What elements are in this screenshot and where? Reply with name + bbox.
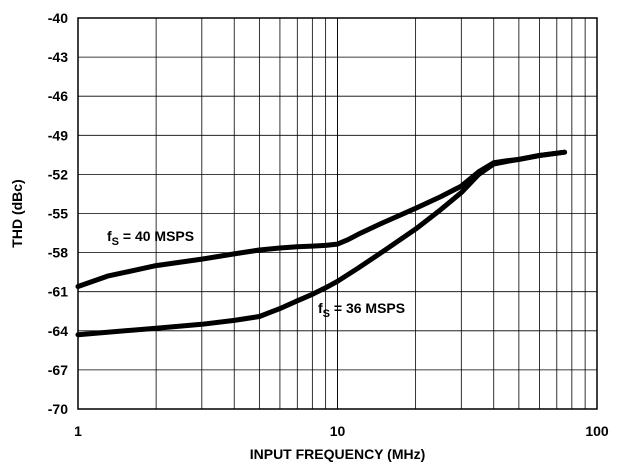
series-label-36-text: = 36 MSPS xyxy=(330,300,405,316)
y-tick-label: -67 xyxy=(48,362,68,378)
series-label-40-msps: fS = 40 MSPS xyxy=(107,228,194,248)
y-tick-label: -49 xyxy=(48,127,68,143)
series-label-36-f: f xyxy=(318,300,323,316)
series-line-40-msps xyxy=(75,149,568,289)
series-label-40-subscript: S xyxy=(112,236,119,248)
series-label-36-msps: fS = 36 MSPS xyxy=(318,300,405,320)
series-label-40-f: f xyxy=(107,228,112,244)
y-tick-label: -55 xyxy=(48,206,68,222)
grid-lines xyxy=(77,17,598,410)
y-tick-label: -46 xyxy=(48,88,68,104)
x-tick-label: 10 xyxy=(330,423,346,439)
x-axis-label: INPUT FREQUENCY (MHz) xyxy=(250,446,426,462)
series-line-36-msps xyxy=(75,149,568,338)
y-tick-label: -64 xyxy=(48,323,68,339)
x-tick-labels: 1 10 100 xyxy=(74,423,609,439)
y-tick-label: -58 xyxy=(48,245,68,261)
series-label-36-subscript: S xyxy=(323,308,330,320)
y-axis-label: THD (dBc) xyxy=(9,179,25,247)
x-tick-label: 1 xyxy=(74,423,82,439)
y-tick-labels: -40 -43 -46 -49 -52 -55 -58 -61 -64 -67 -70 xyxy=(48,10,68,417)
y-tick-label: -40 xyxy=(48,10,68,26)
y-tick-label: -43 xyxy=(48,49,68,65)
data-curves xyxy=(75,149,568,338)
plot-frame xyxy=(77,17,598,410)
y-tick-label: -61 xyxy=(48,284,68,300)
y-tick-label: -70 xyxy=(48,401,68,417)
x-tick-label: 100 xyxy=(585,423,609,439)
series-label-40-text: = 40 MSPS xyxy=(119,228,194,244)
y-tick-label: -52 xyxy=(48,166,68,182)
